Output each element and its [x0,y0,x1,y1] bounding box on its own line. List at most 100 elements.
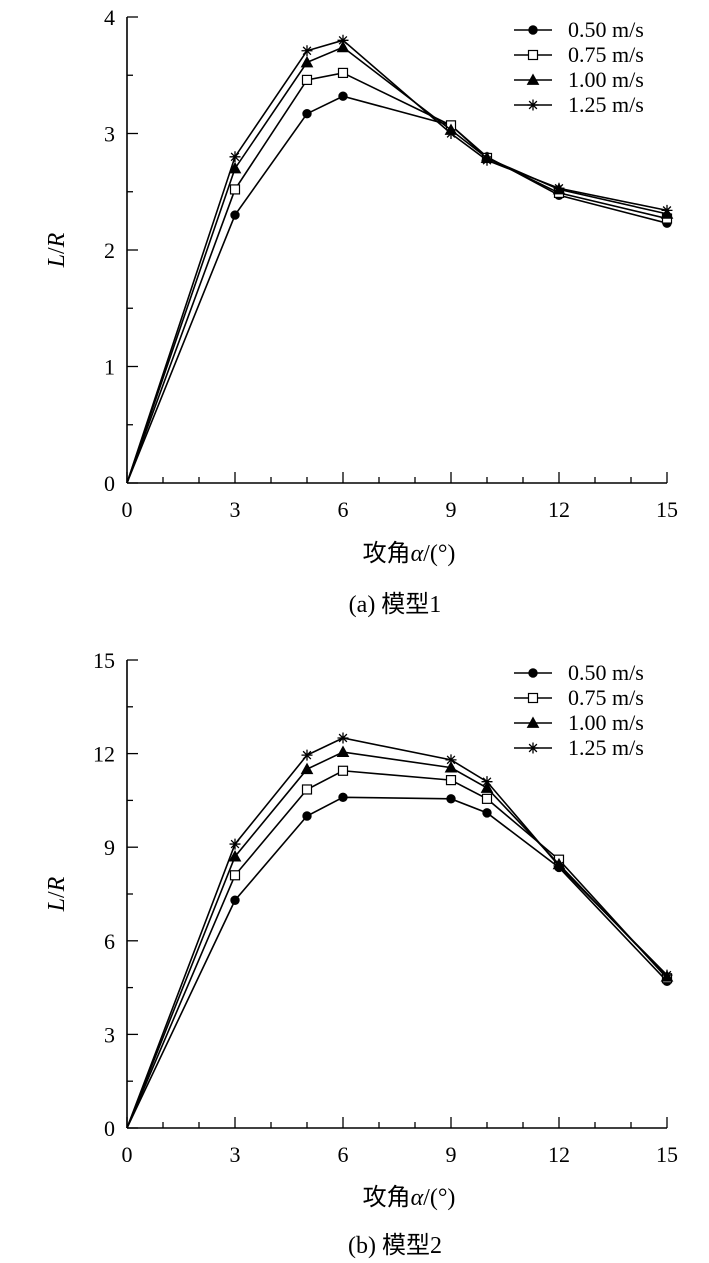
data-point-circle [230,895,240,905]
legend-item: 1.25 m/s [514,735,644,760]
legend-item: 0.75 m/s [514,42,644,67]
data-point-triangle [300,55,314,68]
x-tick-label: 3 [230,1142,241,1167]
y-axis-title-sub: R [44,232,70,248]
legend-label: 1.00 m/s [568,67,644,92]
x-tick-label: 3 [230,497,241,522]
legend: 0.50 m/s0.75 m/s1.00 m/s1.25 m/s [514,17,644,117]
data-point-circle [302,811,312,821]
data-point-square [481,793,493,804]
data-point-triangle [228,161,242,174]
legend-marker-circle [528,25,538,35]
data-point-star [337,732,349,744]
legend-marker-star [527,742,539,754]
data-point-star [553,182,565,194]
y-axis-title-main: L [44,898,70,912]
x-axis-title-symbol: α [411,541,424,567]
x-tick-label: 12 [548,497,570,522]
y-tick-label: 1 [104,355,115,380]
legend-marker-square [527,49,539,61]
x-tick-label: 9 [446,1142,457,1167]
x-tick-label: 12 [548,1142,570,1167]
data-point-star [301,45,313,57]
series-line [126,72,668,484]
legend-label: 0.50 m/s [568,660,644,685]
data-point-square [445,775,457,786]
y-axis-title-sep: / [44,247,70,254]
y-tick-label: 4 [104,5,115,30]
y-tick-label: 15 [93,648,115,673]
data-point-star [229,838,241,850]
data-point-square [337,765,349,776]
data-point-square [229,184,241,195]
legend-marker-triangle [526,73,540,85]
data-point-triangle [336,40,350,53]
y-axis-title: L/R [44,876,70,912]
y-tick-label: 3 [104,1022,115,1047]
x-tick-label: 0 [122,497,133,522]
y-axis-title: L/R [44,232,70,268]
data-point-square [301,784,313,795]
legend-label: 0.75 m/s [568,685,644,710]
data-point-circle [302,108,312,119]
legend-label: 1.25 m/s [568,735,644,760]
data-point-star [481,776,493,788]
data-point-star [481,154,493,166]
data-point-star [553,860,565,872]
data-point-circle [482,808,492,818]
y-axis-title-sep: / [44,891,70,898]
y-tick-label: 0 [104,1116,115,1141]
legend-label: 1.25 m/s [568,92,644,117]
y-tick-label: 12 [93,742,115,767]
chart-model-2: 0 3 6 9 12 15 0 3 6 9 12 15 0.50 m/s0.75 m/s1.00 m/s… [44,648,678,1259]
x-tick-label: 15 [656,497,678,522]
legend-marker-star [527,99,539,111]
series-line [126,95,668,484]
x-axis-title-main: 攻角 [363,540,411,567]
legend: 0.50 m/s0.75 m/s1.00 m/s1.25 m/s [514,660,644,760]
data-point-star [337,34,349,46]
series-line [126,737,668,1129]
x-axis-title-symbol: α [411,1185,424,1211]
data-point-circle [230,210,240,220]
data-point-star [229,151,241,163]
series-line [126,769,668,1129]
x-tick-label: 6 [338,497,349,522]
series-circle [126,792,672,1129]
legend-label: 1.00 m/s [568,710,644,735]
x-tick-label: 9 [446,497,457,522]
legend-item: 1.25 m/s [514,92,644,117]
data-point-star [661,969,673,981]
legend-item: 1.00 m/s [514,67,644,92]
data-point-triangle [480,781,494,793]
series-star [126,34,673,484]
data-point-triangle [228,850,242,862]
series-line [126,796,668,1129]
x-axis-title-main: 攻角 [363,1184,411,1211]
data-point-star [661,204,673,216]
x-tick-label: 6 [338,1142,349,1167]
legend-item: 0.75 m/s [514,685,644,710]
x-tick-label: 15 [656,1142,678,1167]
x-axis-title: 攻角α/(°) [363,540,456,567]
chart-caption: (a) 模型1 [349,591,442,618]
data-point-square [301,74,313,86]
legend-label: 0.75 m/s [568,42,644,67]
data-point-circle [338,792,348,802]
data-point-star [445,128,457,139]
series-star [126,732,673,1129]
x-axis-title-unit: /(°) [423,541,455,567]
series-square [126,765,673,1129]
legend-marker-square [527,692,539,704]
x-tick-label: 0 [122,1142,133,1167]
data-point-square [337,67,349,79]
x-axis-title: 攻角α/(°) [363,1184,456,1211]
legend-marker-triangle [526,716,540,728]
y-axis-title-main: L [44,254,70,268]
y-axis-title-sub: R [44,876,70,892]
legend-item: 0.50 m/s [514,660,644,685]
legend-item: 1.00 m/s [514,710,644,735]
